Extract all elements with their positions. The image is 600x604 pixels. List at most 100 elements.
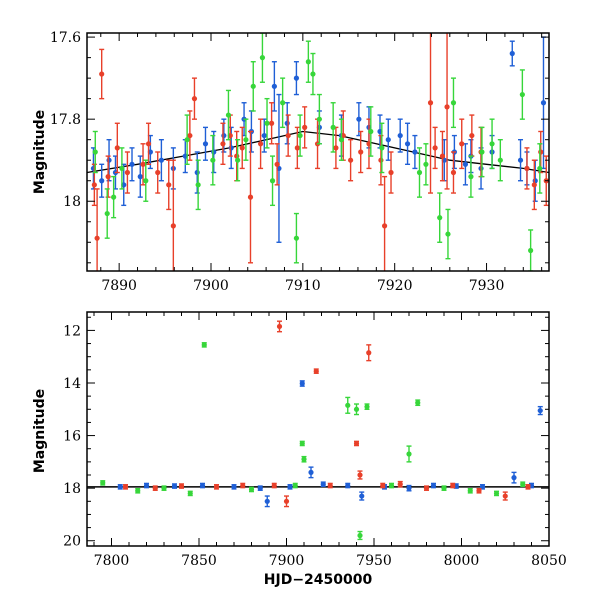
series-blue [90, 36, 547, 243]
data-point [511, 471, 517, 484]
y-tick-label: 18 [63, 194, 81, 210]
data-point [479, 126, 485, 178]
data-point [519, 69, 525, 120]
data-point [310, 52, 316, 96]
data-point [388, 482, 395, 489]
data-point [250, 61, 256, 112]
data-point [170, 159, 176, 271]
data-point [285, 114, 291, 157]
data-point [430, 482, 437, 489]
data-point [385, 118, 391, 161]
data-point [537, 143, 543, 194]
data-point [211, 130, 217, 174]
bottom-ylabel: Magnitude [32, 389, 48, 473]
data-point [143, 159, 149, 202]
data-point [423, 485, 430, 491]
data-point [100, 480, 106, 486]
data-point [450, 151, 457, 194]
data-point [140, 143, 146, 186]
data-point [248, 486, 255, 493]
data-point [348, 138, 354, 182]
data-point [119, 147, 125, 190]
data-point [184, 114, 190, 166]
x-tick-label: 7900 [193, 278, 229, 294]
data-point [276, 320, 283, 333]
plot-frame [86, 311, 550, 547]
data-point [366, 344, 372, 362]
data-point [444, 33, 450, 190]
data-point [305, 40, 311, 83]
series-red [91, 33, 549, 271]
data-point [412, 134, 418, 170]
data-point [345, 396, 351, 414]
plot-area [87, 320, 549, 541]
x-tick-label: 7950 [356, 553, 392, 569]
data-point [299, 440, 305, 447]
data-point [202, 126, 209, 161]
data-point [240, 482, 246, 489]
data-point [520, 481, 526, 488]
x-tick-label: 7920 [377, 278, 413, 294]
y-tick-label: 14 [63, 376, 81, 392]
data-point [269, 155, 276, 207]
x-tick-label: 7850 [181, 553, 217, 569]
data-point [381, 175, 388, 271]
bottom-xlabel: HJD−2450000 [264, 572, 373, 588]
data-point [316, 93, 322, 145]
data-point [388, 151, 394, 194]
data-point [489, 118, 495, 170]
data-point [239, 126, 245, 170]
y-tick-label: 16 [63, 429, 81, 445]
data-point [416, 147, 423, 198]
data-point [191, 77, 198, 120]
y-tick-label: 18 [63, 481, 81, 497]
data-point [537, 405, 543, 416]
data-point [540, 36, 547, 170]
data-point [122, 484, 129, 490]
data-point [415, 399, 421, 407]
data-point [280, 77, 286, 129]
data-point [99, 48, 105, 100]
data-point [276, 93, 282, 243]
data-point [257, 485, 263, 491]
data-point [330, 102, 336, 153]
data-point [143, 482, 150, 489]
data-point [92, 130, 98, 174]
data-point [105, 155, 111, 198]
data-point [368, 106, 374, 157]
data-point [187, 110, 193, 161]
data-point [450, 482, 456, 489]
data-point [114, 122, 120, 174]
x-tick-label: 7910 [285, 278, 321, 294]
data-point [327, 482, 333, 489]
data-point [235, 138, 241, 182]
data-point [524, 147, 530, 190]
plot-frame [86, 32, 550, 272]
data-point [178, 483, 185, 489]
data-point [129, 147, 135, 182]
data-point [357, 530, 363, 541]
data-point [345, 482, 351, 489]
data-point [171, 483, 178, 489]
series-green [100, 342, 526, 541]
data-point [91, 163, 97, 207]
data-point [397, 118, 403, 153]
data-point [423, 143, 429, 186]
data-point [135, 487, 141, 494]
data-point [117, 484, 123, 490]
data-point [145, 122, 152, 166]
data-point [497, 138, 503, 182]
data-point [111, 175, 117, 219]
y-tick-label: 17.8 [50, 112, 81, 128]
data-point [517, 138, 524, 182]
data-point [302, 106, 308, 149]
data-point [468, 155, 474, 198]
x-tick-label: 7900 [269, 553, 305, 569]
data-point [187, 490, 193, 497]
data-point [531, 159, 537, 211]
data-point [292, 482, 298, 489]
data-point [299, 380, 305, 387]
data-point [201, 342, 207, 348]
data-point [476, 487, 482, 494]
